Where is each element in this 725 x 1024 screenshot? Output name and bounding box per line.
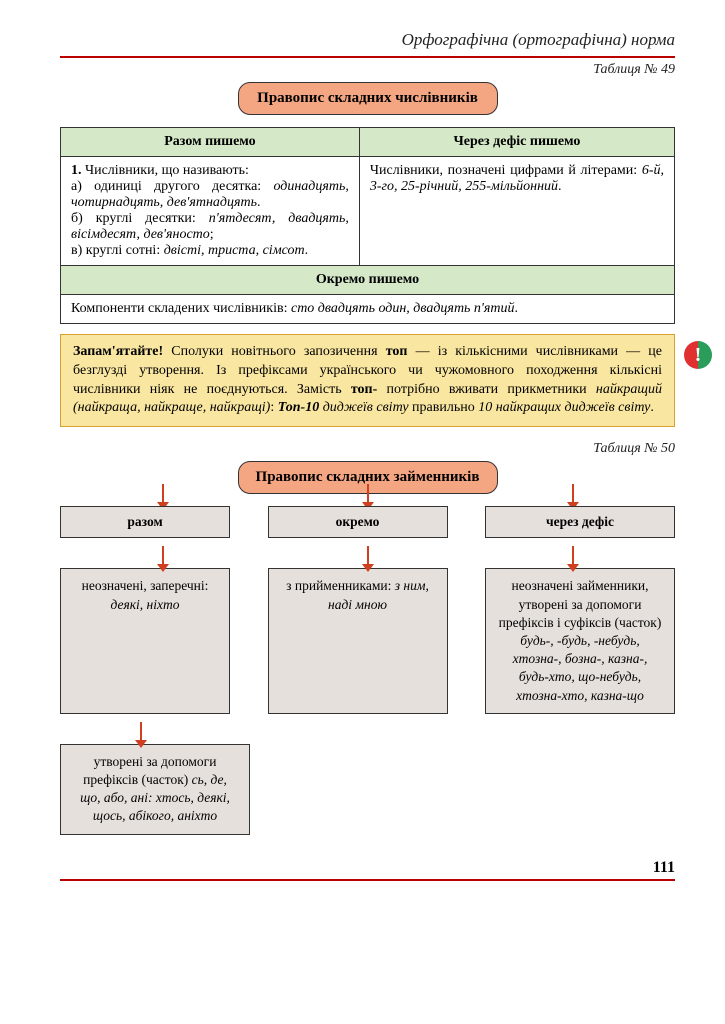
diagram-head-okremo: окремо [268, 506, 448, 538]
diagram-cell-razom-1: неозначені, заперечні: деякі, ніхто [60, 568, 230, 714]
table-49: Разом пишемо Через дефіс пишемо 1. Числі… [60, 127, 675, 324]
table-49-cell-left: 1. Числівники, що називають:а) одиниці д… [61, 156, 360, 265]
diagram-head-razom: разом [60, 506, 230, 538]
note-box: Запам'ятайте! Сполуки новітнього запозич… [60, 334, 675, 428]
table-50-number: Таблиця № 50 [60, 441, 675, 457]
footer-rule [60, 879, 675, 881]
diagram-cell-razom-2: утворені за допомоги префіксів (часток) … [60, 744, 250, 835]
table-49-header-right: Через дефіс пишемо [359, 127, 674, 156]
branch-arrows-2 [60, 542, 675, 564]
note-text: Запам'ятайте! Сполуки новітнього запозич… [73, 344, 662, 416]
diagram-head-defis: через дефіс [485, 506, 675, 538]
chapter-title: Орфографічна (ортографічна) норма [60, 30, 675, 50]
table-49-header-left: Разом пишемо [61, 127, 360, 156]
diagram-cell-defis-1: неозначені займенники, утворені за допом… [485, 568, 675, 714]
header-rule [60, 56, 675, 58]
exclamation-icon: ! [684, 341, 712, 369]
diagram-cell-okremo-1: з прийменниками: з ним, наді мною [268, 568, 448, 714]
table-49-number: Таблиця № 49 [60, 62, 675, 78]
table-49-cell-right: Числівники, позначені цифрами й літерами… [359, 156, 674, 265]
diagram-50: разом окремо через дефіс неозначені, зап… [60, 506, 675, 835]
table-49-cell-bottom: Компоненти складених числівників: сто дв… [61, 294, 675, 323]
table-49-mid-header: Окремо пишемо [61, 265, 675, 294]
page-number: 111 [60, 859, 675, 877]
branch-arrows [60, 480, 675, 502]
single-arrow [60, 718, 675, 740]
